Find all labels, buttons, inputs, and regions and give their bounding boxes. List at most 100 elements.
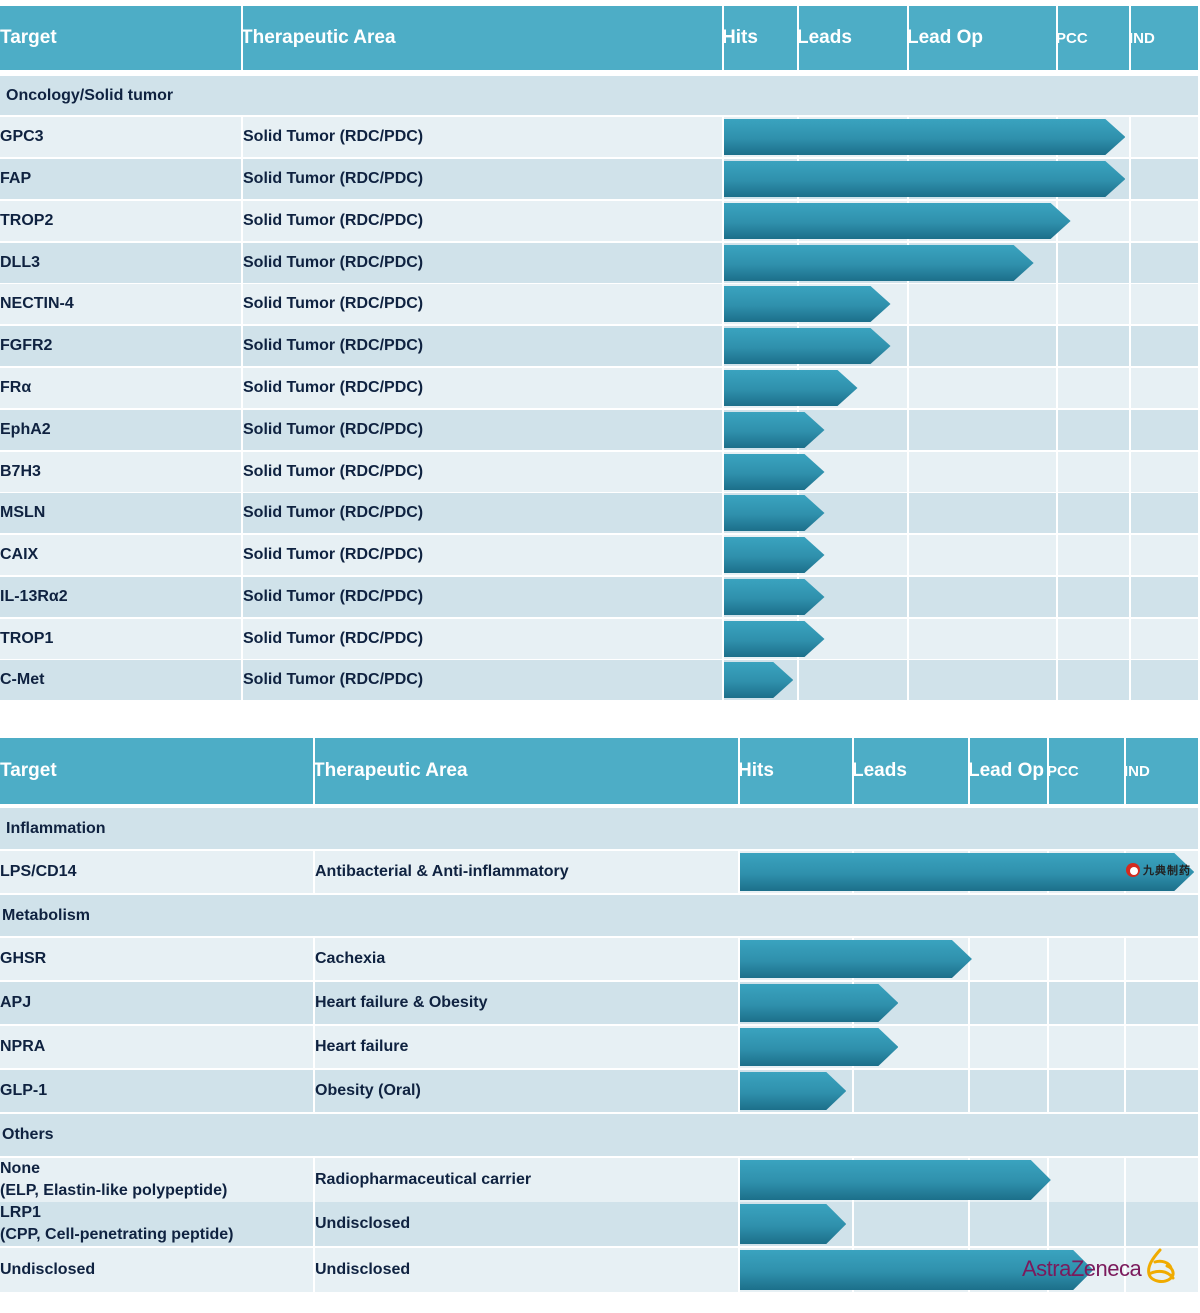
progress-arrow-shape <box>740 1204 847 1244</box>
progress-arrow-shape <box>724 621 825 657</box>
progress-arrow <box>724 203 1071 239</box>
target-label: CAIX <box>0 546 39 563</box>
progress-arrow-shape <box>724 495 825 531</box>
therapeutic-area-cell: Solid Tumor (RDC/PDC) <box>243 379 424 396</box>
progress-arrow <box>724 454 825 490</box>
target-cell: APJ <box>0 982 311 1024</box>
target-sublabel: (ELP, Elastin-like polypeptide) <box>0 1182 228 1199</box>
target-label: EphA2 <box>0 421 51 438</box>
column-header-leads: Leads <box>797 27 852 48</box>
progress-arrow-shape <box>724 412 825 448</box>
therapeutic-area-cell: Heart failure <box>315 1038 409 1055</box>
progress-arrow-shape <box>724 119 1126 155</box>
progress-arrow-shape <box>740 1160 1051 1200</box>
target-cell: DLL3 <box>0 243 239 283</box>
progress-arrow <box>724 119 1126 155</box>
progress-arrow <box>724 245 1034 281</box>
column-header-therapeutic-area: Therapeutic Area <box>241 27 396 48</box>
progress-arrow <box>724 161 1126 197</box>
progress-arrow <box>740 940 972 978</box>
table-header: Target Therapeutic Area Hits Leads Lead Op PC… <box>0 738 1198 804</box>
table-row: NPRA Heart failure <box>0 1026 1198 1068</box>
section-header: Oncology/Solid tumor <box>0 76 1198 115</box>
target-cell: FAP <box>0 159 239 199</box>
progress-arrow <box>724 370 858 406</box>
target-label: DLL3 <box>0 254 40 271</box>
section-header: Inflammation <box>0 808 1198 849</box>
progress-arrow-shape <box>740 1072 847 1110</box>
target-cell: GPC3 <box>0 117 239 157</box>
target-cell: GHSR <box>0 938 311 980</box>
partner-name: AstraZeneca <box>1022 1256 1142 1281</box>
progress-arrow-shape <box>724 286 891 322</box>
progress-arrow <box>740 984 899 1022</box>
therapeutic-area-cell: Solid Tumor (RDC/PDC) <box>243 504 424 521</box>
target-cell: NECTIN-4 <box>0 284 239 324</box>
target-label: B7H3 <box>0 463 41 480</box>
target-label: GLP-1 <box>0 1082 48 1099</box>
progress-arrow <box>724 286 891 322</box>
table-row: TROP1 Solid Tumor (RDC/PDC) <box>0 619 1198 659</box>
target-cell: LRP1 (CPP, Cell-penetrating peptide) <box>0 1202 311 1246</box>
section-header: Others <box>0 1114 1198 1156</box>
target-label: LPS/CD14 <box>0 863 77 880</box>
target-cell: LPS/CD14 <box>0 851 311 893</box>
target-cell: C-Met <box>0 660 239 700</box>
progress-arrow <box>740 1072 847 1110</box>
therapeutic-area-cell: Solid Tumor (RDC/PDC) <box>243 128 424 145</box>
partner-logo-astrazeneca: AstraZeneca <box>1022 1248 1177 1286</box>
target-label: C-Met <box>0 671 45 688</box>
progress-arrow-shape <box>724 370 858 406</box>
progress-arrow-shape <box>724 579 825 615</box>
astrazeneca-symbol-icon <box>1147 1248 1175 1283</box>
target-cell: Undisclosed <box>0 1248 311 1292</box>
table-row: GHSR Cachexia <box>0 938 1198 980</box>
table-row: MSLN Solid Tumor (RDC/PDC) <box>0 493 1198 533</box>
table-header: Target Therapeutic Area Hits Leads Lead Op PC… <box>0 6 1198 70</box>
partner-logo-jiudian: 九典制药 <box>1126 863 1191 877</box>
target-label: IL-13Rα2 <box>0 588 68 605</box>
therapeutic-area-cell: Solid Tumor (RDC/PDC) <box>243 546 424 563</box>
progress-arrow-shape <box>724 245 1034 281</box>
progress-arrow <box>740 1160 1051 1200</box>
target-cell: FGFR2 <box>0 326 239 366</box>
progress-arrow-shape <box>724 537 825 573</box>
therapeutic-area-cell: Radiopharmaceutical carrier <box>315 1171 532 1188</box>
partner-name: 九典制药 <box>1143 863 1191 877</box>
target-cell: B7H3 <box>0 452 239 492</box>
table-row: LRP1 (CPP, Cell-penetrating peptide) Undis… <box>0 1202 1198 1246</box>
progress-arrow <box>724 621 825 657</box>
therapeutic-area-cell: Solid Tumor (RDC/PDC) <box>243 630 424 647</box>
target-label: TROP2 <box>0 212 54 229</box>
therapeutic-area-cell: Solid Tumor (RDC/PDC) <box>243 254 424 271</box>
target-label: GPC3 <box>0 128 44 145</box>
target-cell: MSLN <box>0 493 239 533</box>
target-label: APJ <box>0 994 32 1011</box>
column-header-therapeutic-area: Therapeutic Area <box>313 760 468 781</box>
progress-arrow <box>740 1250 1094 1290</box>
column-header-lead-op: Lead Op <box>907 27 984 48</box>
target-cell: IL-13Rα2 <box>0 577 239 617</box>
progress-arrow-shape <box>740 940 972 978</box>
progress-arrow <box>740 1204 847 1244</box>
progress-arrow <box>724 328 891 364</box>
column-header-target: Target <box>0 27 57 48</box>
target-label: FRα <box>0 379 32 396</box>
column-header-leads: Leads <box>852 760 907 781</box>
column-header-hits: Hits <box>722 27 758 48</box>
target-cell: TROP1 <box>0 619 239 659</box>
therapeutic-area-cell: Undisclosed <box>315 1215 411 1232</box>
target-cell: EphA2 <box>0 410 239 450</box>
table-row: IL-13Rα2 Solid Tumor (RDC/PDC) <box>0 577 1198 617</box>
column-header-hits: Hits <box>738 760 774 781</box>
target-cell: None (ELP, Elastin-like polypeptide) <box>0 1158 311 1202</box>
therapeutic-area-cell: Undisclosed <box>315 1261 411 1278</box>
table-row: APJ Heart failure & Obesity <box>0 982 1198 1024</box>
table-row: FRα Solid Tumor (RDC/PDC) <box>0 368 1198 408</box>
progress-arrow <box>740 1028 899 1066</box>
table-row: FGFR2 Solid Tumor (RDC/PDC) <box>0 326 1198 366</box>
target-label: LRP1 <box>0 1204 41 1221</box>
column-header-ind: IND <box>1129 29 1155 47</box>
table-row: GLP-1 Obesity (Oral) <box>0 1070 1198 1112</box>
therapeutic-area-cell: Solid Tumor (RDC/PDC) <box>243 421 424 438</box>
